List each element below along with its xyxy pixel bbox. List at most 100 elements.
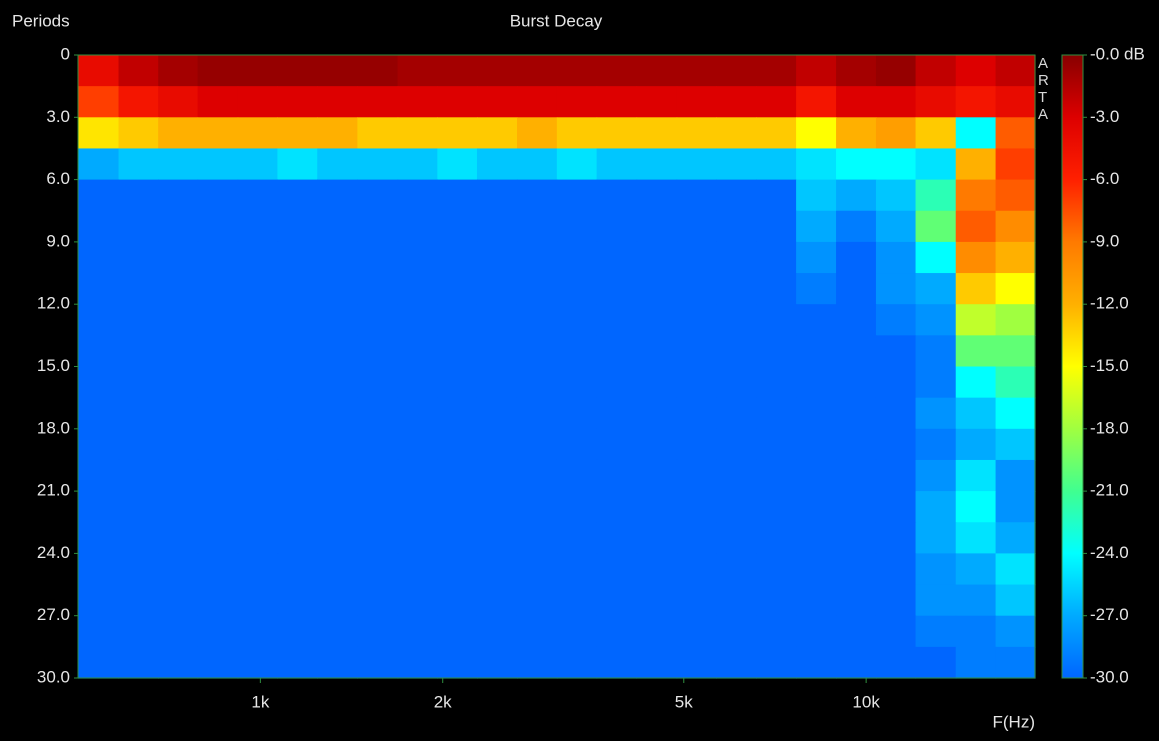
heat-cell bbox=[476, 366, 518, 399]
heat-cell bbox=[476, 86, 518, 118]
heat-cell bbox=[118, 117, 159, 150]
heat-cell bbox=[636, 522, 678, 554]
heat-cell bbox=[197, 428, 239, 461]
heat-cell bbox=[875, 428, 917, 461]
heat-cell bbox=[796, 553, 837, 586]
heat-cell bbox=[596, 491, 638, 523]
heat-cell bbox=[836, 117, 877, 150]
heat-cell bbox=[716, 522, 757, 554]
heat-cell bbox=[796, 397, 837, 430]
colorbar-tick-label: -9.0 bbox=[1090, 231, 1119, 250]
heat-cell bbox=[397, 148, 438, 181]
heat-cell bbox=[277, 210, 318, 243]
heat-cell bbox=[317, 210, 358, 243]
heat-cell bbox=[516, 397, 558, 430]
heat-cell bbox=[237, 241, 279, 274]
heat-cell bbox=[237, 459, 279, 492]
heat-cell bbox=[237, 397, 279, 430]
heat-cell bbox=[197, 86, 239, 118]
heat-cell bbox=[995, 491, 1036, 523]
heat-cell bbox=[357, 86, 399, 118]
heat-cell bbox=[915, 55, 957, 87]
heat-cell bbox=[357, 491, 399, 523]
heat-cell bbox=[556, 428, 598, 461]
heat-cell bbox=[317, 117, 358, 150]
heat-cell bbox=[716, 397, 757, 430]
heat-cell bbox=[516, 428, 558, 461]
heat-cell bbox=[915, 273, 957, 305]
heat-cell bbox=[716, 615, 757, 648]
heat-cell bbox=[836, 553, 877, 586]
heat-cell bbox=[237, 584, 279, 617]
heat-cell bbox=[556, 55, 598, 87]
heat-cell bbox=[875, 459, 917, 492]
heat-cell bbox=[437, 553, 478, 586]
heat-cell bbox=[955, 55, 997, 87]
heat-cell bbox=[476, 148, 518, 181]
heat-cell bbox=[516, 615, 558, 648]
heat-cell bbox=[397, 522, 438, 554]
heat-cell bbox=[158, 148, 199, 181]
heat-cell bbox=[197, 148, 239, 181]
heat-cell bbox=[596, 86, 638, 118]
heat-cell bbox=[397, 397, 438, 430]
heat-cell bbox=[756, 210, 797, 243]
heat-cell bbox=[995, 553, 1036, 586]
heat-cell bbox=[955, 210, 997, 243]
y-tick-label: 9.0 bbox=[46, 231, 70, 250]
heat-cell bbox=[237, 148, 279, 181]
heat-cell bbox=[437, 615, 478, 648]
heat-cell bbox=[397, 584, 438, 617]
heat-cell bbox=[995, 522, 1036, 554]
heat-cell bbox=[995, 304, 1036, 336]
heat-cell bbox=[516, 179, 558, 212]
x-tick-label: 2k bbox=[434, 692, 452, 711]
heat-cell bbox=[476, 397, 518, 430]
heat-cell bbox=[197, 366, 239, 399]
heat-cell bbox=[476, 241, 518, 274]
y-tick-label: 6.0 bbox=[46, 169, 70, 188]
heat-cell bbox=[676, 55, 717, 87]
heat-cell bbox=[995, 584, 1036, 617]
heat-cell bbox=[676, 397, 717, 430]
heat-cell bbox=[357, 553, 399, 586]
colorbar-tick-label: -3.0 bbox=[1090, 107, 1119, 126]
heat-cell bbox=[357, 615, 399, 648]
heat-cell bbox=[158, 397, 199, 430]
heat-cell bbox=[596, 55, 638, 87]
heat-cell bbox=[716, 273, 757, 305]
heat-cell bbox=[676, 117, 717, 150]
heat-cell bbox=[836, 86, 877, 118]
heat-cell bbox=[317, 646, 358, 679]
colorbar-tick-label: -18.0 bbox=[1090, 418, 1129, 437]
heat-cell bbox=[676, 335, 717, 368]
heat-cell bbox=[277, 179, 318, 212]
y-tick-label: 21.0 bbox=[37, 481, 70, 500]
heat-cell bbox=[756, 397, 797, 430]
heat-cell bbox=[796, 615, 837, 648]
heat-cell bbox=[437, 241, 478, 274]
heat-cell bbox=[317, 491, 358, 523]
heat-cell bbox=[955, 584, 997, 617]
heat-cell bbox=[397, 117, 438, 150]
heat-cell bbox=[716, 428, 757, 461]
heat-cell bbox=[197, 335, 239, 368]
heat-cell bbox=[716, 241, 757, 274]
heat-cell bbox=[756, 241, 797, 274]
heat-cell bbox=[397, 615, 438, 648]
heat-cell bbox=[118, 646, 159, 679]
heat-cell bbox=[357, 179, 399, 212]
heat-cell bbox=[676, 491, 717, 523]
colorbar-tick-label: -12.0 bbox=[1090, 294, 1129, 313]
heat-cell bbox=[118, 615, 159, 648]
heat-cell bbox=[955, 304, 997, 336]
heat-cell bbox=[397, 491, 438, 523]
heat-cell bbox=[397, 428, 438, 461]
heat-cell bbox=[915, 428, 957, 461]
heat-cell bbox=[596, 459, 638, 492]
heat-cell bbox=[516, 335, 558, 368]
x-tick-label: 5k bbox=[675, 692, 693, 711]
heat-cell bbox=[796, 335, 837, 368]
heat-cell bbox=[836, 148, 877, 181]
heat-cell bbox=[636, 210, 678, 243]
